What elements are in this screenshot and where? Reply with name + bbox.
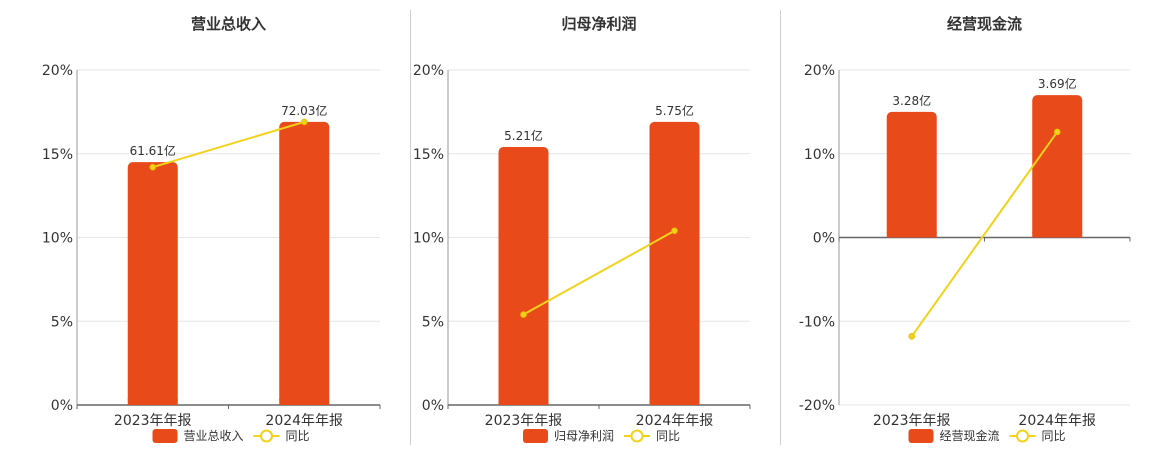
x-tick-label: 2024年年报 [265, 413, 343, 429]
chart-panel-1: 营业总收入 20% 15% 10% 5% 0% 2023年年报 2024年年报 61.61亿 72… [42, 15, 381, 443]
y-tick-label: -10% [799, 314, 835, 330]
chart-title: 营业总收入 [191, 15, 266, 33]
bar [127, 162, 178, 405]
bar-base [886, 231, 937, 238]
legend-bar-swatch [152, 429, 178, 443]
y-tick-label: 0% [422, 398, 444, 414]
bar-base [1032, 231, 1083, 238]
yoy-point [300, 118, 308, 126]
bar [279, 121, 330, 406]
y-tick-label: 15% [413, 147, 444, 163]
legend-bar-swatch [523, 429, 548, 443]
legend-bar-swatch [908, 429, 934, 443]
y-tick-label: 20% [42, 63, 73, 79]
y-tick-label: 5% [51, 314, 73, 330]
x-tick-label: 2023年年报 [114, 413, 192, 429]
y-tick-label: 20% [413, 63, 444, 79]
yoy-line [523, 229, 675, 316]
bar [649, 121, 700, 406]
x-tick-label: 2024年年报 [636, 413, 714, 429]
bar-data-label: 61.61亿 [130, 143, 176, 158]
yoy-line [152, 120, 305, 169]
panel-divider [410, 10, 411, 445]
legend-line-marker [1016, 429, 1029, 443]
bar-base [649, 399, 700, 405]
y-tick-label: 15% [42, 147, 73, 163]
legend-line-marker [630, 429, 644, 443]
bar-data-label: 3.69亿 [1038, 76, 1077, 91]
legend-bar-label: 经营现金流 [940, 428, 1000, 443]
y-tick-label: 0% [51, 398, 73, 414]
bar-data-label: 72.03亿 [281, 103, 327, 118]
legend-bar-label: 营业总收入 [184, 429, 244, 443]
yoy-point [149, 163, 157, 171]
y-tick-label: 10% [804, 147, 835, 163]
y-tick-label: -20% [799, 398, 835, 414]
yoy-line [910, 131, 1059, 337]
panel-divider [780, 10, 781, 445]
bar-data-label: 3.28亿 [892, 93, 931, 108]
yoy-point [520, 311, 527, 318]
bar-data-label: 5.21亿 [504, 128, 543, 143]
legend-line-label: 同比 [1042, 429, 1066, 443]
bar-base [498, 399, 549, 405]
y-tick-label: 0% [813, 231, 835, 247]
chart-title: 归母净利润 [561, 15, 636, 33]
chart-panel-3: 经营现金流 20% 10% 0% -10% -20% 2023年年报 2024年年报 3.28亿… [799, 15, 1131, 443]
bar [498, 147, 549, 406]
bar-base [279, 399, 330, 405]
legend-line-marker [260, 429, 273, 443]
y-tick-label: 10% [413, 231, 444, 247]
yoy-point [908, 333, 916, 340]
x-tick-label: 2024年年报 [1018, 413, 1096, 429]
x-tick-label: 2023年年报 [873, 413, 951, 429]
bar-data-label: 5.75亿 [655, 103, 694, 118]
legend-line-label: 同比 [656, 429, 680, 443]
x-tick-label: 2023年年报 [485, 413, 563, 429]
chart-title: 经营现金流 [947, 15, 1022, 33]
chart-panel-2: 归母净利润 20% 15% 10% 5% 0% 2023年年报 2024年年报 5.21亿 5.7… [413, 15, 751, 443]
legend-bar-label: 归母净利润 [554, 429, 614, 443]
bar [886, 111, 937, 238]
yoy-point [1053, 128, 1061, 136]
bar-base [127, 399, 178, 405]
y-tick-label: 10% [42, 231, 73, 247]
y-tick-label: 5% [422, 314, 444, 330]
y-tick-label: 20% [804, 63, 835, 79]
legend-line-label: 同比 [286, 429, 310, 443]
bar [1032, 95, 1083, 238]
yoy-point [671, 227, 678, 235]
